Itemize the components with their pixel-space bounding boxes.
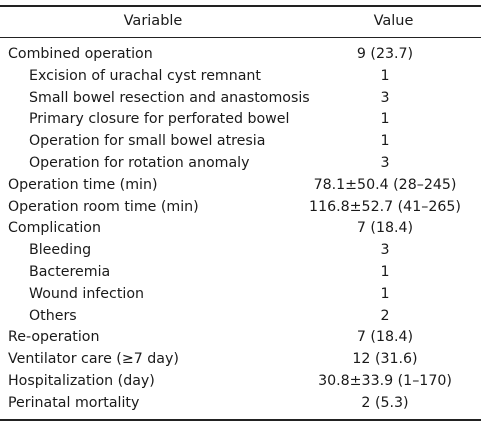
row-value: 7 (18.4) xyxy=(356,329,414,346)
row-value: 7 (18.4) xyxy=(356,220,414,237)
row-value: 2 xyxy=(380,307,390,324)
row-value: 116.8±52.7 (41–265) xyxy=(309,198,461,215)
row-variable: Operation time (min) xyxy=(8,176,158,193)
row-value: 1 xyxy=(380,111,390,128)
row-value: 1 xyxy=(380,263,390,280)
table-row: Operation time (min) 78.1±50.4 (28–245) xyxy=(0,175,481,197)
table-row: Others 2 xyxy=(0,306,481,328)
row-variable: Wound infection xyxy=(29,285,145,302)
header-variable: Variable xyxy=(123,13,183,29)
row-variable: Operation for small bowel atresia xyxy=(29,133,266,150)
row-value: 1 xyxy=(380,133,390,150)
table-row: Re-operation 7 (18.4) xyxy=(0,327,481,349)
row-value: 78.1±50.4 (28–245) xyxy=(313,176,457,193)
table-row: Combined operation 9 (23.7) xyxy=(0,44,481,66)
table-row: Operation for rotation anomaly 3 xyxy=(0,153,481,175)
table-row: Bleeding 3 xyxy=(0,240,481,262)
table-body: Combined operation 9 (23.7) Excision of ur… xyxy=(0,44,481,415)
table-row: Hospitalization (day) 30.8±33.9 (1–170) xyxy=(0,371,481,393)
top-rule xyxy=(0,5,481,7)
table-row: Excision of urachal cyst remnant 1 xyxy=(0,66,481,88)
table-header: Variable Value xyxy=(0,6,481,37)
row-value: 12 (31.6) xyxy=(352,351,418,368)
row-variable: Others xyxy=(29,307,77,324)
row-variable: Re-operation xyxy=(8,329,100,346)
row-variable: Perinatal mortality xyxy=(8,394,140,411)
row-variable: Bacteremia xyxy=(29,263,111,280)
header-value: Value xyxy=(373,13,414,29)
row-value: 3 xyxy=(380,89,390,106)
table-row: Wound infection 1 xyxy=(0,284,481,306)
row-variable: Operation for rotation anomaly xyxy=(29,154,250,171)
row-variable: Operation room time (min) xyxy=(8,198,199,215)
table-row: Small bowel resection and anastomosis 3 xyxy=(0,88,481,110)
row-value: 3 xyxy=(380,154,390,171)
row-value: 1 xyxy=(380,285,390,302)
row-value: 3 xyxy=(380,242,390,259)
table-row: Complication 7 (18.4) xyxy=(0,218,481,240)
header-rule xyxy=(0,37,481,38)
row-variable: Bleeding xyxy=(29,242,92,259)
row-variable: Ventilator care (≥7 day) xyxy=(8,351,179,368)
table-row: Perinatal mortality 2 (5.3) xyxy=(0,393,481,415)
bottom-rule xyxy=(0,419,481,421)
row-value: 30.8±33.9 (1–170) xyxy=(318,372,452,389)
row-value: 9 (23.7) xyxy=(356,46,414,62)
table-row: Operation room time (min) 116.8±52.7 (41–… xyxy=(0,197,481,219)
table-row: Bacteremia 1 xyxy=(0,262,481,284)
row-variable: Primary closure for perforated bowel xyxy=(29,111,290,128)
table-row: Primary closure for perforated bowel 1 xyxy=(0,109,481,131)
row-variable: Small bowel resection and anastomosis xyxy=(29,89,310,106)
row-value: 1 xyxy=(380,67,390,84)
table-row: Operation for small bowel atresia 1 xyxy=(0,131,481,153)
row-variable: Excision of urachal cyst remnant xyxy=(29,67,261,84)
row-variable: Hospitalization (day) xyxy=(8,372,155,389)
row-variable: Combined operation xyxy=(8,46,153,62)
row-value: 2 (5.3) xyxy=(361,394,409,411)
row-variable: Complication xyxy=(8,220,101,237)
table-row: Ventilator care (≥7 day) 12 (31.6) xyxy=(0,349,481,371)
